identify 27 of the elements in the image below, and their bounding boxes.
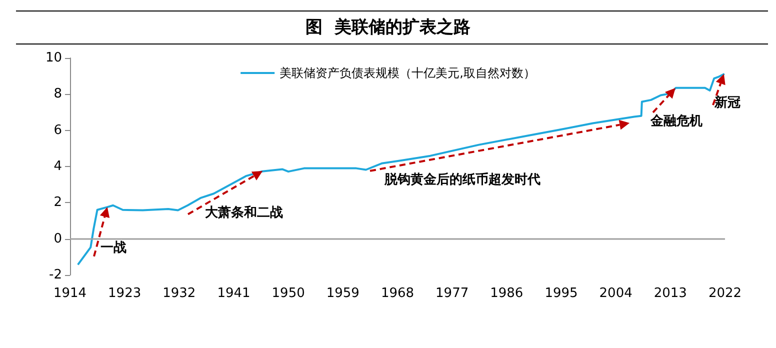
annotation: 一战 [100, 240, 127, 256]
x-tick-label: 1950 [272, 286, 305, 301]
x-tick-label: 1995 [544, 286, 578, 301]
y-tick-label: -2 [49, 268, 62, 282]
x-tick-label: 1968 [380, 286, 414, 301]
x-tick-label: 1959 [326, 286, 360, 301]
x-tick-label: 1941 [217, 286, 250, 301]
annotation: 新冠 [713, 94, 740, 111]
annotation: 脱钩黄金后的纸币超发时代 [383, 172, 540, 188]
x-tick-label: 1977 [436, 286, 469, 301]
x-tick-label: 1923 [108, 286, 142, 301]
y-tick-label: 6 [54, 122, 62, 138]
x-tick-label: 1986 [490, 286, 524, 301]
legend-label: 美联储资产负债表规模（十亿美元,取自然对数） [280, 66, 536, 80]
annotation: 大萧条和二战 [205, 204, 284, 220]
y-tick-label: 0 [54, 231, 62, 246]
y-tick-label: 4 [54, 159, 62, 174]
annotation: 金融危机 [649, 114, 702, 129]
x-tick-label: 2022 [708, 286, 742, 301]
chart-title: 图 美联储的扩表之路 [306, 18, 470, 38]
x-tick-label: 2004 [599, 286, 632, 301]
x-tick-label: 1914 [53, 286, 87, 301]
x-tick-label: 2013 [654, 286, 687, 301]
y-tick-label: 10 [45, 50, 62, 66]
y-tick-label: 8 [54, 86, 62, 102]
x-tick-label: 1932 [162, 286, 196, 301]
y-tick-label: 2 [54, 195, 62, 210]
